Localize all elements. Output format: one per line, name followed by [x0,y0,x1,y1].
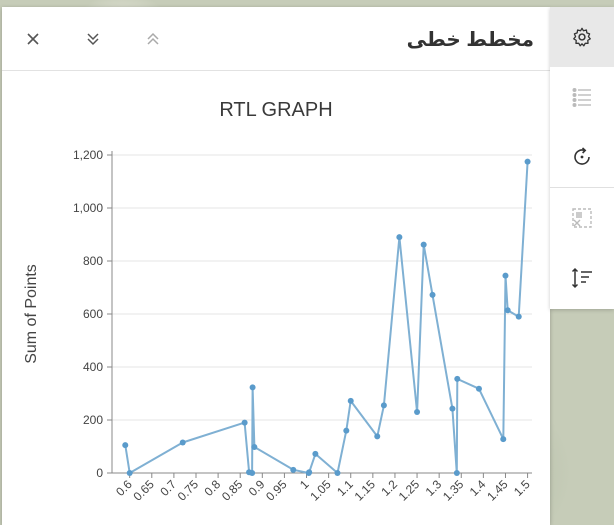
data-point [249,384,256,391]
y-tick-label: 200 [83,413,103,427]
data-point [449,405,456,412]
data-point [524,158,531,165]
data-point [504,307,511,314]
data-point [502,272,509,279]
refresh-icon [574,147,590,165]
data-point [290,466,297,473]
data-point [241,419,248,426]
sort-icon [571,267,592,289]
chart-panel: مخطط خطى RTL GRAPH Sum of Points 0 200 400 60… [2,7,550,525]
refresh-button[interactable] [550,127,614,187]
x-tick-label: 1 [297,477,312,492]
panel-header: مخطط خطى [2,7,550,71]
x-tick-label: 1.05 [307,477,334,504]
x-tick-label: 1.45 [484,477,511,504]
chart-svg: RTL GRAPH Sum of Points 0 200 400 600 800 1,000… [23,99,533,504]
data-point [334,470,341,476]
selection-filter-button[interactable] [550,188,614,248]
settings-icon [573,27,591,47]
x-tick-label: 1.15 [352,477,379,504]
x-tick-label: 0.85 [219,477,246,504]
chart-toolbar [550,7,614,309]
collapse-button[interactable] [79,25,107,53]
data-point [374,433,381,440]
x-tick-label: 1.5 [511,477,533,499]
data-point [500,436,507,443]
y-tick-label: 800 [83,254,103,268]
data-point [454,375,461,382]
close-button[interactable] [19,25,47,53]
x-tick-label: 1.25 [396,477,423,504]
close-icon [27,33,39,45]
x-tick-label: 0.65 [130,477,157,504]
x-tick-label: 0.95 [263,477,290,504]
y-tick-label: 400 [83,360,103,374]
data-point [126,470,133,476]
data-point [475,385,482,392]
chart-title: RTL GRAPH [219,99,332,121]
panel-title: مخطط خطى [406,29,534,51]
line-chart: RTL GRAPH Sum of Points 0 200 400 600 800 1,000… [2,71,550,525]
data-point [251,444,258,451]
y-tick-label: 1,200 [73,148,103,162]
x-tick-label: 0.75 [175,477,202,504]
data-point [179,439,186,446]
list-icon [572,88,591,108]
data-point [122,442,129,449]
chevrons-up-icon [147,32,159,45]
settings-button[interactable] [550,7,614,67]
legend-button[interactable] [550,67,614,127]
y-axis-label: Sum of Points [23,264,40,364]
data-point [380,402,387,409]
data-point [347,397,354,404]
chevrons-down-icon [87,33,99,46]
data-point [515,313,522,320]
data-point [396,234,403,241]
data-point [414,409,421,416]
y-tick-label: 600 [83,307,103,321]
y-tick-label: 1,000 [73,201,103,215]
y-tick-label: 0 [96,466,103,480]
toolbar-divider [550,187,614,188]
filter-selection-icon [572,208,592,228]
data-point [249,470,256,476]
x-tick-label: 1.35 [440,477,467,504]
data-point [453,470,460,476]
expand-button[interactable] [139,25,167,53]
data-point [343,427,350,434]
data-point [312,450,319,457]
data-point [429,291,436,298]
sort-button[interactable] [550,248,614,308]
data-point [420,241,427,248]
data-point [306,469,313,476]
